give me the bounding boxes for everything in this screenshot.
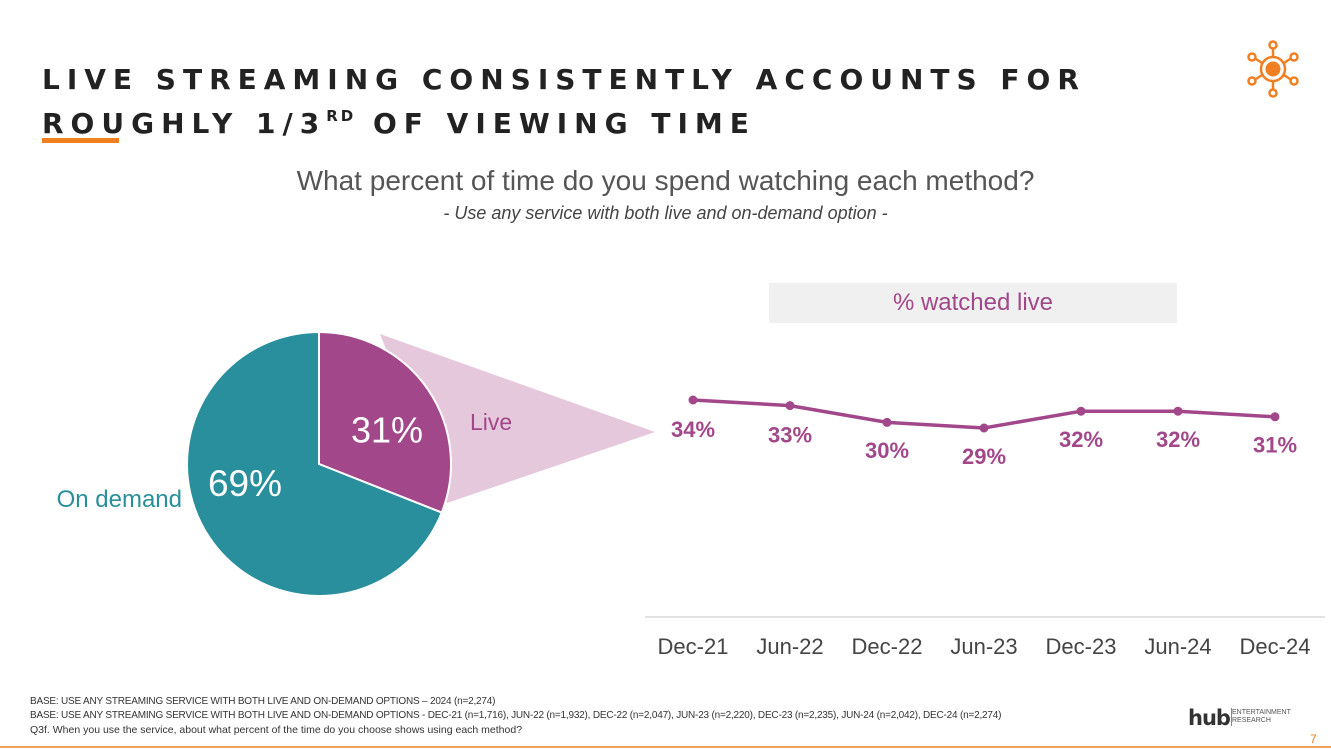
- data-label: 32%: [1156, 427, 1200, 452]
- data-label: 30%: [865, 438, 909, 463]
- sun-logo-icon: [1247, 40, 1299, 98]
- brand-sub-line-2: RESEARCH: [1232, 717, 1271, 724]
- data-point: [1173, 406, 1183, 416]
- pie-legend-live: Live: [470, 409, 512, 435]
- pie-label-on-demand: 69%: [208, 463, 282, 504]
- pie-slice-live: [318, 330, 452, 514]
- data-point: [1076, 406, 1086, 416]
- footnotes: BASE: USE ANY STREAMING SERVICE WITH BOT…: [30, 695, 1001, 737]
- footnote-base-2024: BASE: USE ANY STREAMING SERVICE WITH BOT…: [30, 696, 496, 707]
- title-line-2a: ROUGHLY 1/3: [42, 107, 327, 140]
- pie-label-live: 31%: [351, 410, 423, 451]
- data-label: 34%: [671, 417, 715, 442]
- data-point: [979, 423, 989, 433]
- data-label: 32%: [1059, 427, 1103, 452]
- data-point: [882, 417, 892, 427]
- pie-legend-on-demand: On demand: [57, 486, 182, 513]
- brand-name: hub: [1188, 706, 1231, 730]
- data-point: [1270, 412, 1280, 422]
- x-tick-label: Dec-24: [1240, 634, 1311, 659]
- title-line-2b: OF VIEWING TIME: [356, 107, 756, 140]
- x-tick-label: Dec-21: [658, 634, 729, 659]
- pie-slice-on-demand: [186, 330, 444, 597]
- title-superscript: RD: [326, 107, 357, 125]
- title-line-1: LIVE STREAMING CONSISTENTLY ACCOUNTS FOR: [42, 63, 1086, 96]
- x-tick-label: Jun-24: [1144, 634, 1211, 659]
- footnote-question: Q3f. When you use the service, about wha…: [30, 724, 523, 736]
- brand-logo: hub ENTERTAINMENT RESEARCH: [1188, 706, 1291, 730]
- bottom-rule: [0, 746, 1331, 748]
- survey-question: What percent of time do you spend watchi…: [296, 165, 1035, 196]
- x-tick-label: Jun-22: [756, 634, 823, 659]
- page-number: 7: [1310, 732, 1317, 746]
- slide-title: LIVE STREAMING CONSISTENTLY ACCOUNTS FOR…: [42, 58, 1086, 146]
- pie-chart: 31% 69%: [186, 330, 452, 597]
- survey-subquestion: - Use any service with both live and on-…: [443, 203, 888, 223]
- data-label: 33%: [768, 422, 812, 447]
- brand-sub-line-1: ENTERTAINMENT: [1232, 709, 1291, 716]
- data-point: [785, 401, 795, 411]
- data-point: [688, 395, 698, 405]
- footnote-base-trend: BASE: USE ANY STREAMING SERVICE WITH BOT…: [30, 710, 1002, 721]
- brand-subtitle: ENTERTAINMENT RESEARCH: [1232, 709, 1291, 725]
- data-label: 29%: [962, 444, 1006, 469]
- x-tick-label: Dec-22: [852, 634, 923, 659]
- title-underline: [42, 138, 119, 143]
- x-tick-label: Jun-23: [950, 634, 1017, 659]
- line-chart: 34% 33% 30% 29% 32% 32% 31% Dec-21 Jun-22 Dec-22 J…: [645, 395, 1325, 659]
- brand-divider: [1231, 708, 1232, 726]
- line-panel-label: % watched live: [769, 283, 1177, 323]
- data-label: 31%: [1253, 433, 1297, 458]
- x-tick-label: Dec-23: [1046, 634, 1117, 659]
